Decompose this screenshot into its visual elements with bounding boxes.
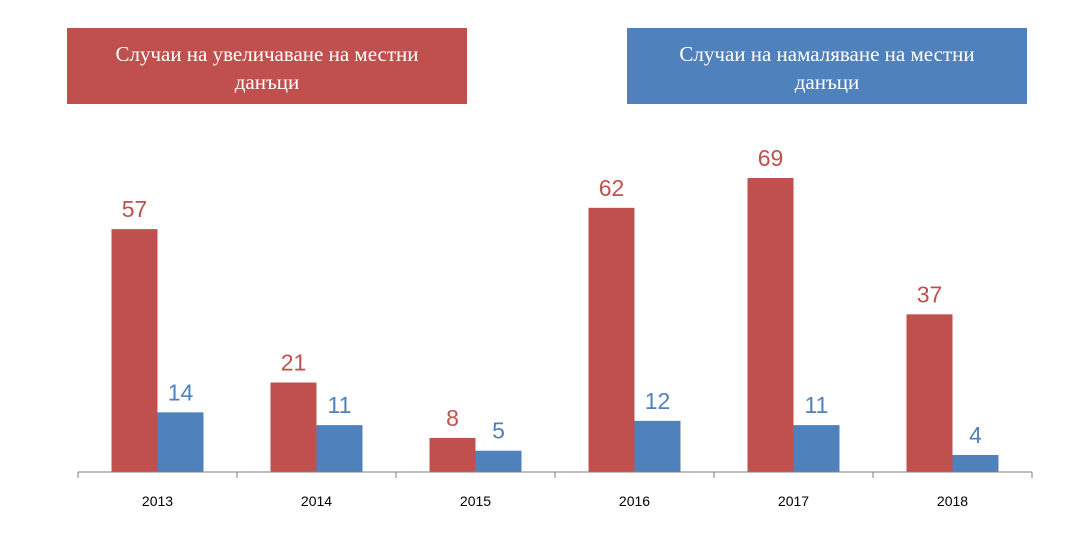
data-label-decrease-2018: 4: [969, 422, 982, 448]
x-tick-label-2018: 2018: [937, 493, 968, 509]
data-label-increase-2018: 37: [917, 281, 943, 307]
bar-increase-2018: [906, 314, 953, 472]
legend-increase: Случаи на увеличаване на местни данъци: [67, 28, 467, 104]
data-label-decrease-2016: 12: [645, 388, 671, 414]
legend-decrease: Случаи на намаляване на местни данъци: [627, 28, 1027, 104]
x-tick-label-2017: 2017: [778, 493, 809, 509]
data-label-increase-2016: 62: [599, 175, 625, 201]
bar-increase-2016: [588, 207, 635, 472]
legend-increase-label: Случаи на увеличаване на местни данъци: [115, 42, 419, 94]
legend-decrease-label: Случаи на намаляване на местни данъци: [679, 42, 975, 94]
data-label-decrease-2017: 11: [805, 392, 829, 418]
data-label-decrease-2014: 11: [328, 392, 352, 418]
bar-decrease-2013: [157, 412, 204, 472]
x-tick-label-2013: 2013: [142, 493, 173, 509]
data-label-decrease-2013: 14: [168, 379, 194, 405]
bar-increase-2014: [270, 382, 317, 472]
bar-decrease-2015: [475, 450, 522, 472]
bar-decrease-2016: [634, 420, 681, 472]
data-label-increase-2013: 57: [122, 196, 148, 222]
bar-decrease-2014: [316, 425, 363, 472]
data-label-increase-2017: 69: [758, 145, 784, 171]
bar-increase-2015: [429, 437, 476, 472]
data-label-increase-2015: 8: [446, 405, 459, 431]
x-tick-label-2016: 2016: [619, 493, 650, 509]
bar-decrease-2017: [793, 425, 840, 472]
x-tick-label-2014: 2014: [301, 493, 332, 509]
data-label-decrease-2015: 5: [492, 418, 505, 444]
bar-increase-2017: [747, 178, 794, 472]
data-label-increase-2014: 21: [281, 350, 307, 376]
bar-increase-2013: [111, 229, 158, 472]
x-tick-label-2015: 2015: [460, 493, 491, 509]
bar-decrease-2018: [952, 454, 999, 472]
